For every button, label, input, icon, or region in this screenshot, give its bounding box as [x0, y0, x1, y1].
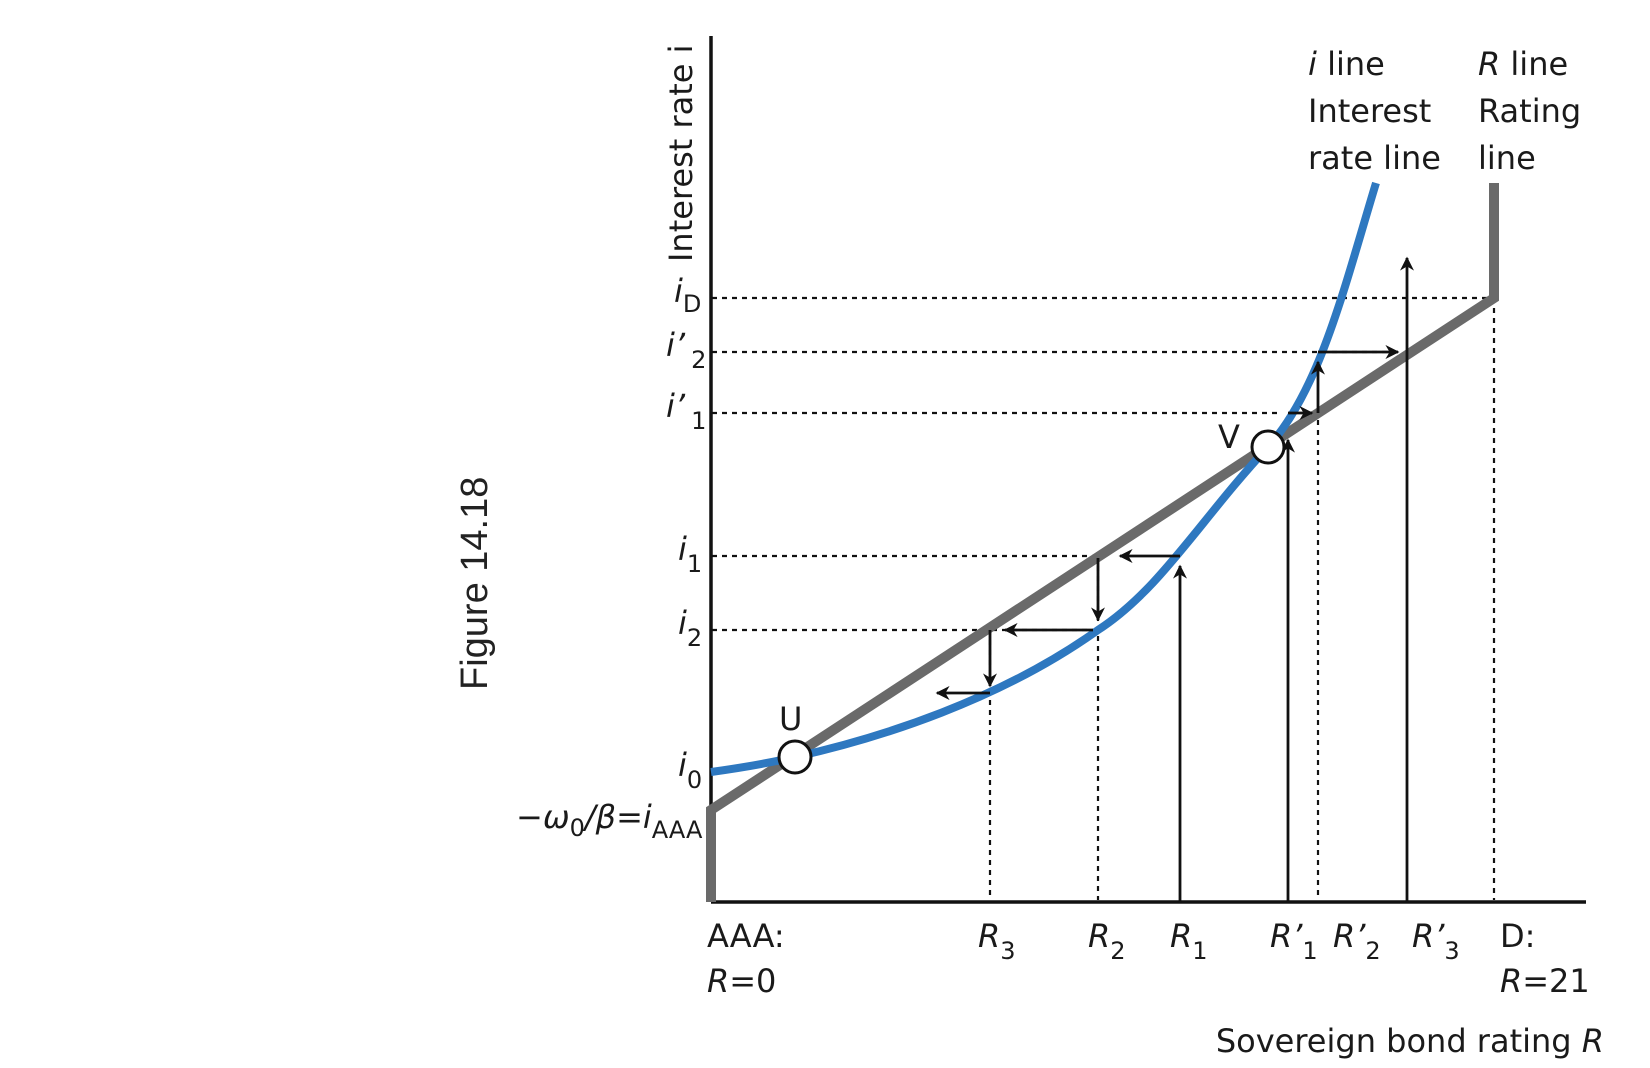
- point-u-marker: [777, 739, 813, 775]
- xtick-rp1: R’1: [1270, 917, 1318, 965]
- ytick-i2: i2: [678, 604, 702, 652]
- r-line-desc-1: Rating: [1478, 92, 1581, 130]
- x-axis-label: Sovereign bond rating R: [1216, 1022, 1604, 1060]
- x-tick-labels: AAA: R=0 R3 R2 R1 R’1 R’2 R’3 D: R=21: [707, 917, 1590, 1000]
- y-tick-labels: iD i’ 2 i’ 1 i1 i2 i0 −ω0/β=iAAA: [516, 272, 706, 844]
- ytick-i0: i0: [678, 746, 702, 794]
- ytick-i1: i1: [678, 530, 702, 578]
- y-axis-label: Interest rate i: [662, 44, 700, 262]
- ytick-ip2: i’ 2: [666, 326, 706, 374]
- r-line-legend: R line Rating line: [1478, 45, 1581, 177]
- i-line-legend: i line Interest rate line: [1308, 45, 1441, 177]
- i-line-title: i line: [1308, 45, 1385, 83]
- i-line-desc-2: rate line: [1308, 139, 1441, 177]
- r-line-desc-2: line: [1478, 139, 1536, 177]
- xtick-aaa-bottom: R=0: [707, 962, 776, 1000]
- xtick-r1: R1: [1170, 917, 1208, 965]
- i-line-desc-1: Interest: [1308, 92, 1431, 130]
- ytick-ip1: i’ 1: [666, 387, 706, 435]
- dynamic-arrows: [935, 256, 1414, 902]
- xtick-r3: R3: [978, 917, 1016, 965]
- r-line-title: R line: [1478, 45, 1568, 83]
- xtick-rp2: R’2: [1333, 917, 1381, 965]
- point-u-label: U: [779, 700, 802, 738]
- interest-rate-line: [710, 181, 1380, 776]
- guide-lines: [712, 296, 1496, 900]
- point-v-label: V: [1218, 418, 1240, 456]
- ytick-iD: iD: [674, 272, 701, 318]
- figure-caption: Figure 14.18: [454, 477, 496, 690]
- xtick-rp3: R’3: [1412, 917, 1460, 965]
- xtick-d-top: D:: [1500, 917, 1535, 955]
- axes: [709, 36, 1586, 904]
- point-v-marker: [1250, 429, 1286, 465]
- xtick-aaa-top: AAA:: [707, 917, 785, 955]
- xtick-d-bottom: R=21: [1500, 962, 1590, 1000]
- ytick-iaaa: −ω0/β=iAAA: [516, 798, 703, 844]
- rating-line: [706, 183, 1499, 902]
- xtick-r2: R2: [1088, 917, 1126, 965]
